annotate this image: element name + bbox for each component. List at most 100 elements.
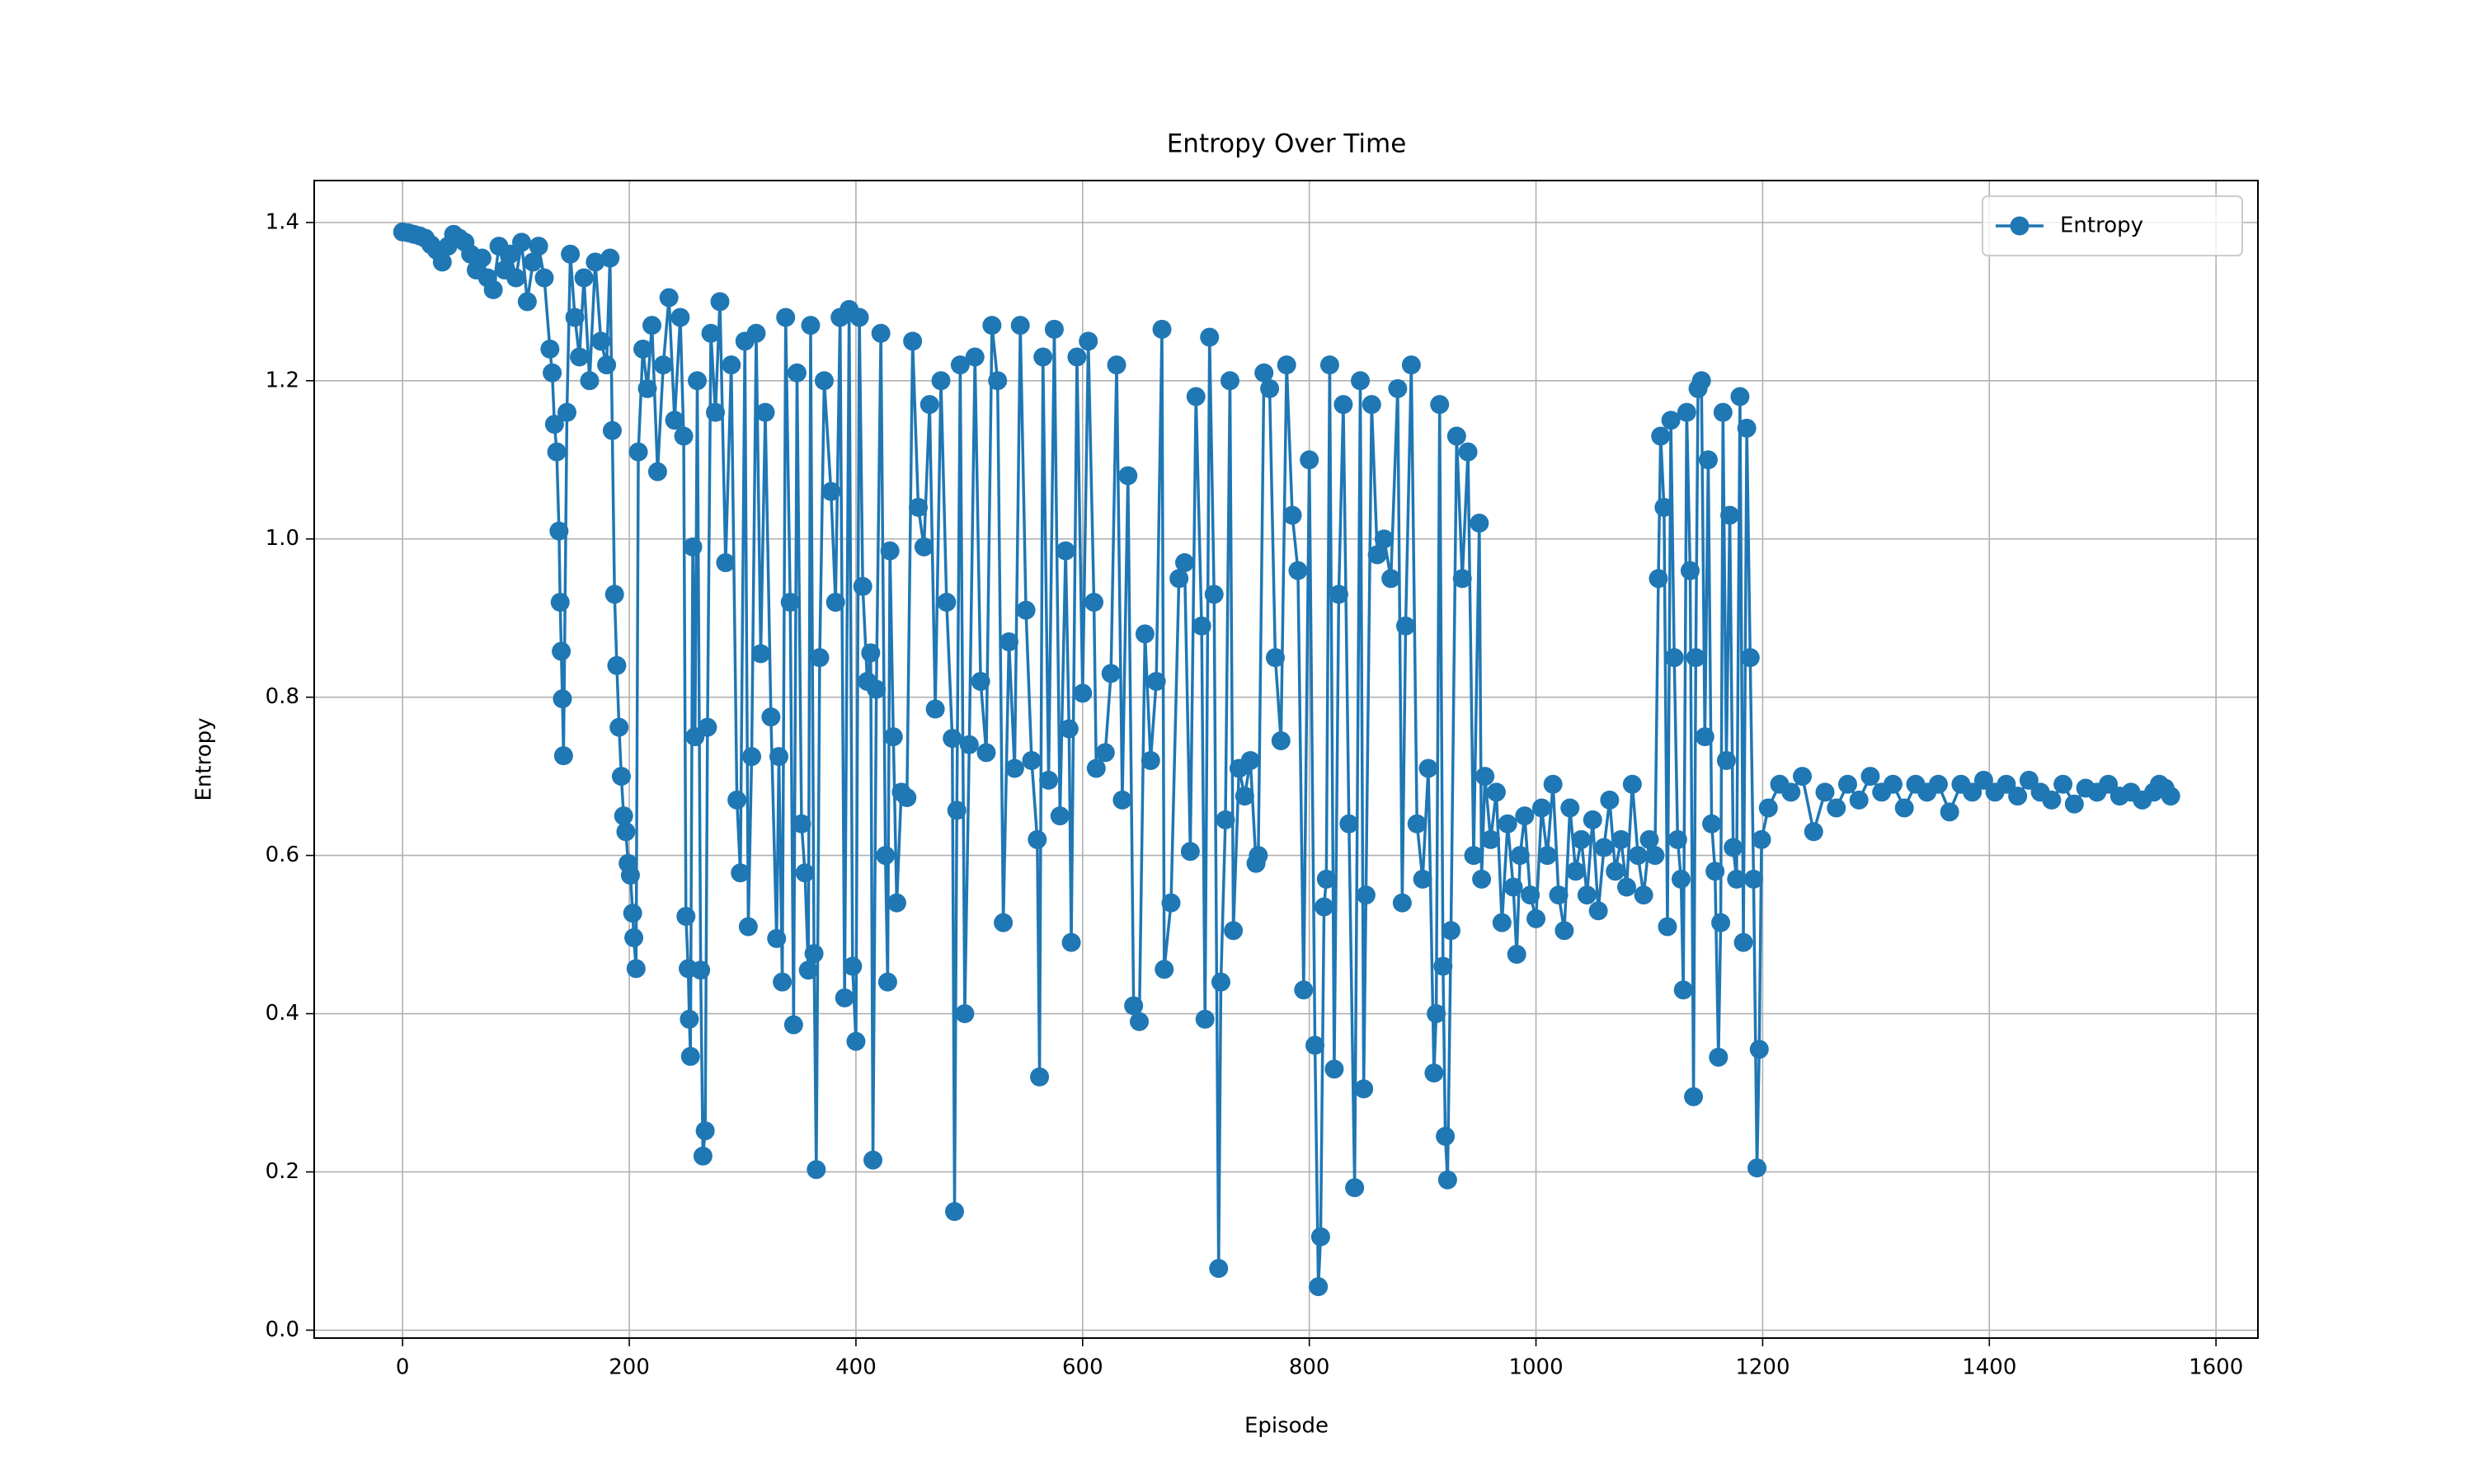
data-point (540, 339, 560, 359)
data-point (1146, 671, 1166, 691)
data-point (1628, 846, 1648, 866)
data-point (1594, 838, 1614, 857)
data-point (604, 585, 624, 604)
data-point (1351, 371, 1371, 391)
data-point (1804, 822, 1823, 842)
data-point (947, 801, 967, 820)
data-point (1141, 750, 1160, 770)
data-point (1362, 395, 1381, 415)
data-point (988, 371, 1008, 391)
data-point (903, 331, 923, 351)
data-point (633, 339, 653, 359)
data-point (1526, 909, 1546, 928)
data-point (670, 308, 690, 327)
data-point (1486, 782, 1506, 802)
data-point (1028, 829, 1047, 849)
data-point (801, 316, 821, 336)
data-point (1649, 569, 1668, 589)
data-point (550, 593, 570, 613)
data-point (1039, 770, 1059, 790)
data-point (1452, 569, 1472, 589)
data-point (920, 395, 939, 415)
data-point (780, 593, 800, 613)
x-tick-label: 1600 (2189, 1355, 2243, 1380)
data-point (1781, 782, 1801, 802)
data-point (1554, 921, 1574, 941)
x-tick-label: 1000 (1508, 1355, 1563, 1380)
data-point (1300, 450, 1319, 470)
y-tick-label: 0.2 (266, 1159, 299, 1184)
data-point (637, 378, 657, 398)
data-point (1174, 553, 1194, 573)
legend-box (1982, 195, 2243, 256)
data-point (1309, 1277, 1329, 1297)
data-point (2053, 774, 2073, 794)
data-point (1515, 806, 1535, 826)
data-point (776, 308, 796, 327)
data-point (1752, 829, 1771, 849)
data-point (1543, 774, 1563, 794)
x-tick-label: 1200 (1735, 1355, 1790, 1380)
data-point (665, 411, 684, 430)
data-point (1161, 893, 1181, 913)
data-point (1997, 774, 2016, 794)
data-point (1691, 371, 1711, 391)
data-point (1472, 869, 1492, 889)
data-point (814, 371, 834, 391)
data-point (2099, 774, 2119, 794)
data-point (880, 541, 900, 561)
data-point (544, 415, 564, 434)
chart-title: Entropy Over Time (1167, 129, 1407, 159)
data-point (1713, 402, 1733, 422)
data-point (1940, 802, 1959, 822)
data-point (1354, 1079, 1374, 1099)
data-point (1282, 505, 1302, 525)
data-point (624, 928, 644, 947)
data-point (1815, 782, 1835, 802)
data-point (1686, 648, 1705, 668)
data-point (695, 1121, 715, 1141)
data-point (1537, 846, 1557, 866)
data-point (676, 906, 696, 926)
data-point (861, 643, 881, 663)
data-point (1235, 787, 1254, 806)
data-point (1407, 814, 1427, 834)
data-point (1195, 1009, 1215, 1029)
data-point (1671, 869, 1691, 889)
y-tick-label: 1.2 (266, 368, 299, 392)
data-point (2064, 794, 2084, 814)
data-point (2161, 787, 2180, 806)
data-point (746, 323, 766, 343)
y-tick-label: 1.0 (266, 526, 299, 551)
data-point (432, 252, 452, 272)
data-point (623, 904, 642, 923)
data-point (1634, 885, 1653, 905)
data-point (512, 232, 532, 252)
data-point (738, 917, 758, 937)
data-point (1050, 806, 1070, 826)
data-point (909, 497, 929, 517)
data-point (1392, 893, 1412, 913)
data-point (798, 960, 818, 980)
data-point (1733, 932, 1753, 952)
data-point (914, 537, 934, 556)
data-point (1135, 624, 1155, 644)
data-point (1639, 829, 1659, 849)
data-point (1010, 316, 1030, 336)
data-point (1695, 727, 1714, 747)
data-point (683, 537, 703, 556)
data-point (1684, 1087, 1704, 1106)
data-point (1367, 545, 1387, 565)
data-point (591, 331, 611, 351)
data-point (616, 822, 636, 842)
data-point (570, 347, 590, 367)
data-point (1211, 972, 1230, 992)
data-point (1470, 514, 1489, 533)
data-point (1894, 798, 1914, 818)
data-point (1705, 862, 1725, 881)
data-point (1044, 319, 1064, 339)
data-point (1549, 885, 1569, 905)
data-point (792, 814, 811, 834)
data-point (1673, 980, 1693, 1000)
data-point (1475, 767, 1495, 787)
